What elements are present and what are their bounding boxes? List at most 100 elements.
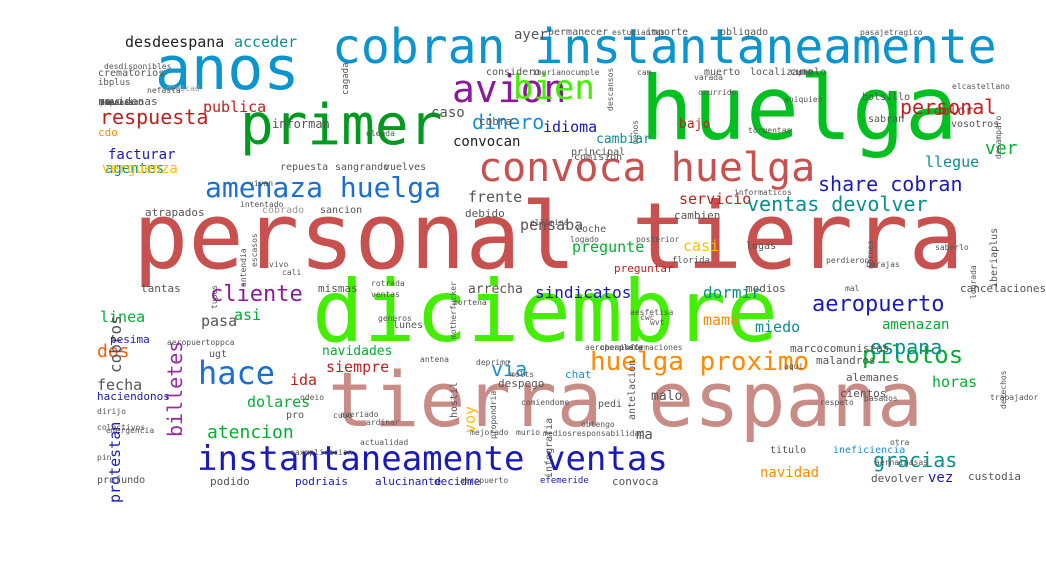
word-efemeride: efemeride <box>540 476 589 486</box>
word-ellimina: ellimina <box>530 218 569 227</box>
word-diciembre: diciembre <box>312 262 778 362</box>
word-actualidad: actualidad <box>360 438 409 447</box>
word-alemanes: alemanes <box>846 371 899 384</box>
word-desdeespana: desdeespana <box>125 33 225 51</box>
word-ibplus: ibplus <box>98 78 131 88</box>
word-navidades: navidades <box>322 344 393 359</box>
word-mal: mal <box>845 284 860 293</box>
word-casi: casi <box>683 237 720 255</box>
word-menos: menos <box>631 119 640 144</box>
word-gracias: gracias <box>873 448 958 472</box>
word-ayer: ayer <box>514 27 548 43</box>
word-ma: ma <box>636 427 653 443</box>
word-mejorado: mejorado <box>470 428 509 437</box>
word-cheapsafe: cheapsafe <box>600 343 644 352</box>
word-fecha: fecha <box>97 376 143 394</box>
word-intentado: intentado <box>240 200 284 209</box>
word-linea: linea <box>100 308 146 326</box>
word-antendia: antendia <box>239 248 248 287</box>
word-iberianocumple: iberianocumple <box>532 68 600 77</box>
word-emergencia: emergencia <box>106 426 155 435</box>
word-custodia: custodia <box>968 470 1021 483</box>
word-tupos: tupos <box>210 284 219 309</box>
word-acceder: acceder <box>234 33 298 51</box>
word-pk0: pk0 <box>798 68 813 77</box>
word-pregunte: pregunte <box>572 238 645 256</box>
word-cliente: cliente <box>210 282 303 307</box>
word-cientos: cientos <box>840 387 887 400</box>
word-cali: cali <box>282 268 302 277</box>
word-atrapados: atrapados <box>145 206 205 219</box>
word-caso: caso <box>431 105 465 121</box>
word-descansos: descansos <box>606 67 615 111</box>
word-frente: frente <box>468 188 523 206</box>
word-aeroperplexa: aeroperplexa <box>585 343 643 352</box>
word-arrecha: arrecha <box>468 282 523 297</box>
word-comision: comision <box>574 152 623 163</box>
word-dh: dh <box>100 98 110 107</box>
word-fiaulas: fiaulas <box>100 98 134 107</box>
word-navidad: navidad <box>760 465 820 481</box>
word-saberlo: saberlo <box>935 243 969 252</box>
word-pedi: pedi <box>598 399 623 410</box>
word-dolares: dolares <box>247 393 311 411</box>
word-personal: personal <box>900 95 997 119</box>
word-vivo: vivo <box>269 260 289 269</box>
word-sangrando: sangrando <box>335 162 390 173</box>
word-informan: informan <box>272 117 330 131</box>
word-hace: hace <box>198 354 276 392</box>
word-siempre: siempre <box>326 358 390 376</box>
word-averiado: averiado <box>340 410 379 419</box>
word-facturar: facturar <box>108 147 176 163</box>
word-amenaza-huelga: amenaza huelga <box>205 171 442 204</box>
word-avion: avion <box>452 67 567 111</box>
word-antelacion: antelacion <box>627 359 638 420</box>
word-podriais: podriais <box>295 475 348 488</box>
word-escasos: escasos <box>250 233 259 267</box>
word-posterior: posterior <box>636 235 680 244</box>
word-dirijo: dirijo <box>97 407 126 416</box>
word-wvt: wvt <box>650 318 665 327</box>
word-huelga-proximo: huelga proximo <box>590 347 810 377</box>
word-antena: antena <box>420 355 449 364</box>
word-amenazano: amenazano <box>100 98 144 107</box>
word-marcocomunistas: marcocomunistas <box>790 342 890 355</box>
word-medios: medios <box>746 282 786 295</box>
word-dormir: dormir <box>703 283 761 302</box>
word-generos: generos <box>378 314 412 323</box>
word-debido: debido <box>465 207 505 220</box>
word-pilotos: pilotos <box>862 341 964 369</box>
word-pasajetragico: pasajetragico <box>860 28 923 37</box>
word-molts: molts <box>510 370 535 379</box>
word-oleada: oleada <box>366 129 395 138</box>
word-haciendonos: haciendonos <box>97 390 170 403</box>
word-odeio: odeio <box>300 393 325 402</box>
word-cancelaciones: cancelaciones <box>960 282 1046 295</box>
word-portena: portena <box>453 298 487 307</box>
word-pasa: pasa <box>201 312 238 330</box>
word-cumplo: cumplo <box>790 67 827 78</box>
word-preguntar: preguntar <box>614 262 674 275</box>
word-elcastellano: elcastellano <box>952 82 1010 91</box>
word-bw: bw <box>100 98 110 107</box>
word-colectivos: colectivos <box>97 423 146 432</box>
word-navidenas: navidenas <box>98 95 158 108</box>
word-tantas: tantas <box>141 282 181 295</box>
word-ocurrido: ocurrido <box>698 88 737 97</box>
word-coche: coche <box>576 224 607 235</box>
word-derechos: derechos <box>999 370 1008 409</box>
word-alucinante: alucinante <box>375 475 442 488</box>
word-comiendome: comiendome <box>521 398 570 407</box>
word-verguenza: verguenza <box>102 161 178 177</box>
word-asi: asi <box>234 306 262 324</box>
word-dolor: dolor <box>934 104 974 119</box>
word-lograda: lograda <box>969 265 978 299</box>
word-convoca-huelga: convoca huelga <box>478 145 816 191</box>
word-rotrada: rotrada <box>371 279 405 288</box>
word-pin: pin <box>97 453 112 462</box>
word-dedicad: dedicad <box>166 84 200 93</box>
word-principal: principal <box>571 147 626 158</box>
word-vosotros: vosotros <box>951 119 1000 130</box>
word-pro: pro <box>286 410 305 421</box>
